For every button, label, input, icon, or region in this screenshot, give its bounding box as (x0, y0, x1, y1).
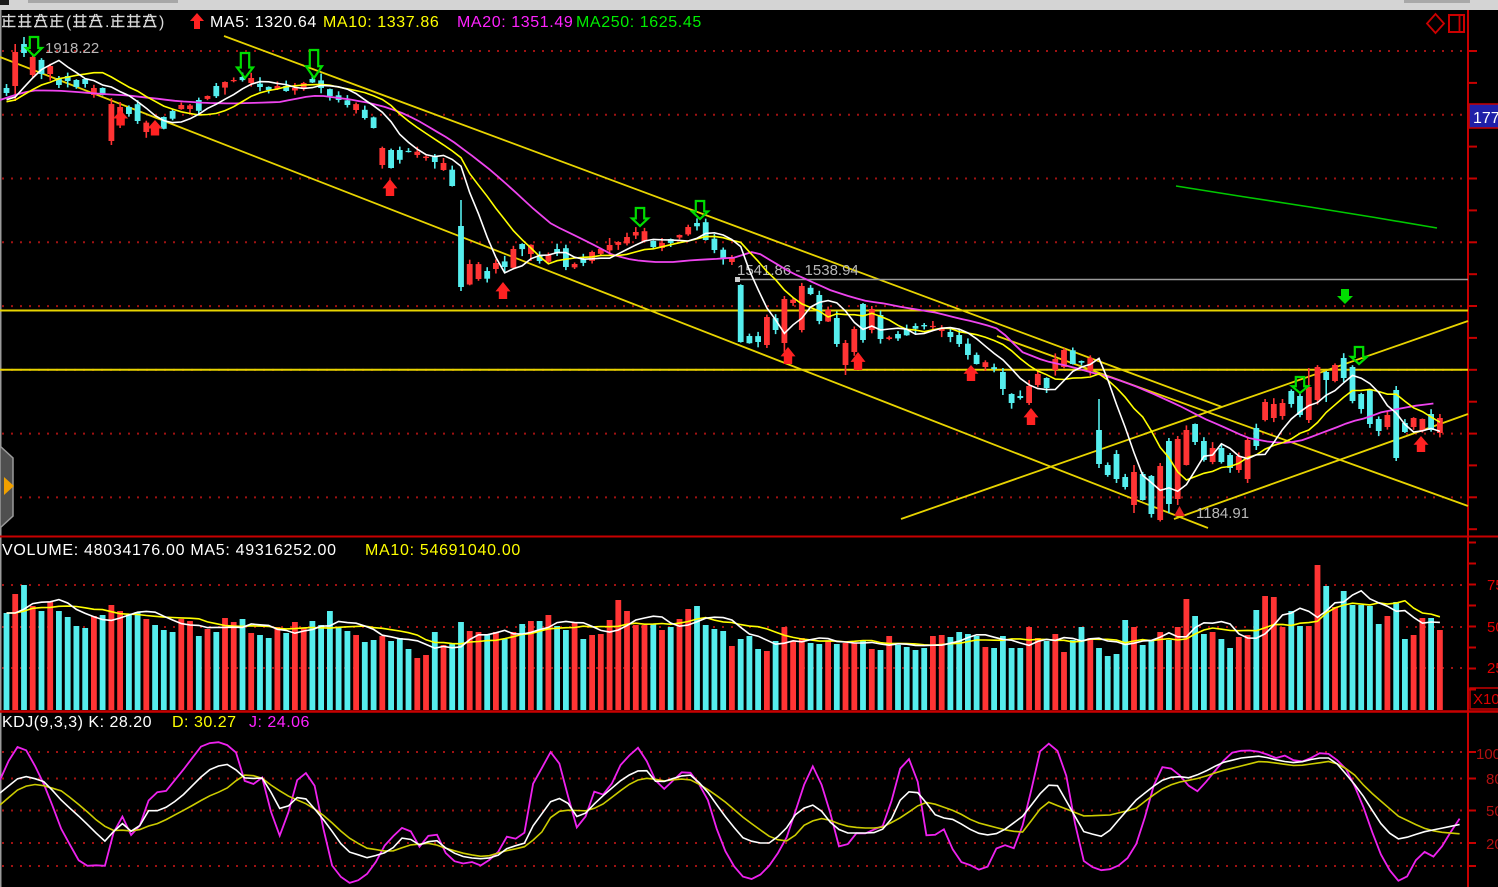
svg-text:(: ( (66, 14, 72, 31)
svg-text:100: 100 (1476, 746, 1498, 763)
svg-text:): ) (159, 14, 164, 31)
svg-text:1918.22: 1918.22 (45, 40, 99, 57)
svg-text:VOLUME: 48034176.00 MA5: 4931: VOLUME: 48034176.00 MA5: 49316252.00 (2, 542, 337, 559)
svg-text:177: 177 (1473, 110, 1498, 127)
svg-text:25: 25 (1487, 660, 1498, 677)
svg-text:MA10: 1337.86: MA10: 1337.86 (323, 14, 439, 31)
svg-text:1541.86 - 1538.94: 1541.86 - 1538.94 (737, 262, 859, 279)
svg-text:X10: X10 (1473, 691, 1498, 708)
svg-text:MA20: 1351.49: MA20: 1351.49 (457, 14, 573, 31)
svg-text:75: 75 (1487, 577, 1498, 594)
svg-text:80: 80 (1486, 771, 1498, 788)
svg-text:20: 20 (1486, 836, 1498, 853)
svg-text:.: . (105, 14, 109, 31)
svg-text:D: 30.27: D: 30.27 (172, 714, 236, 731)
svg-text:MA5: 1320.64: MA5: 1320.64 (210, 14, 317, 31)
svg-text:J: 24.06: J: 24.06 (249, 714, 310, 731)
svg-text:KDJ(9,3,3) K: 28.20: KDJ(9,3,3) K: 28.20 (2, 714, 152, 731)
svg-text:MA10: 54691040.00: MA10: 54691040.00 (365, 542, 521, 559)
svg-text:MA250: 1625.45: MA250: 1625.45 (576, 14, 702, 31)
svg-text:50: 50 (1487, 619, 1498, 636)
svg-text:50: 50 (1486, 803, 1498, 820)
svg-text:1184.91: 1184.91 (1196, 505, 1249, 522)
